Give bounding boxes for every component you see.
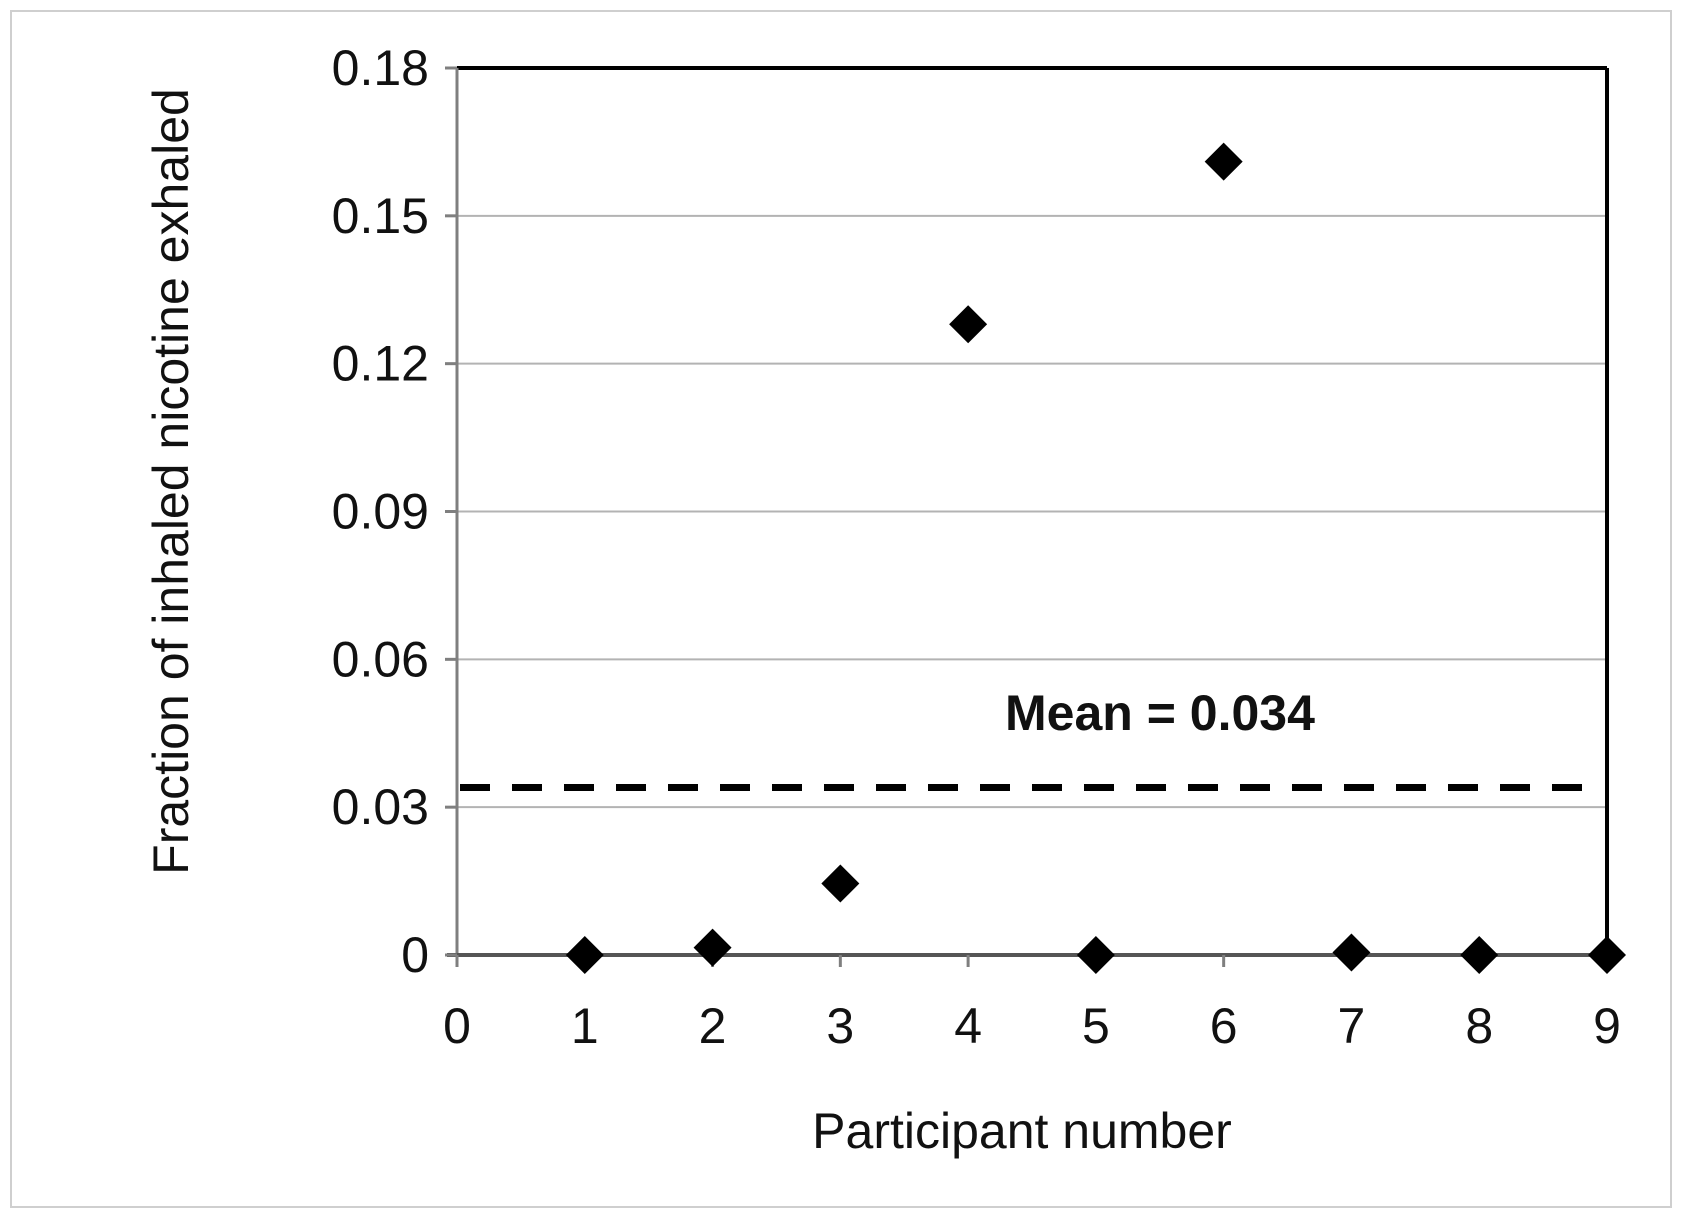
x-tick-label: 8 <box>1465 998 1493 1054</box>
x-tick-label: 6 <box>1210 998 1238 1054</box>
chart-frame <box>10 10 1672 1208</box>
y-axis-ticks: 0 0.03 0.06 0.09 0.12 0.15 0.18 <box>332 40 457 983</box>
y-tick-label: 0.12 <box>332 336 429 392</box>
mean-annotation: Mean = 0.034 <box>1005 685 1315 741</box>
gridlines <box>457 67 1607 956</box>
y-tick-label: 0.09 <box>332 484 429 540</box>
x-tick-label: 2 <box>699 998 727 1054</box>
x-tick-label: 5 <box>1082 998 1110 1054</box>
x-axis-ticks: 0 1 2 3 4 5 6 7 8 9 <box>443 955 1621 1054</box>
x-tick-label: 3 <box>826 998 854 1054</box>
y-tick-label: 0.18 <box>332 40 429 96</box>
data-point-3 <box>821 864 860 903</box>
y-tick-label: 0.03 <box>332 779 429 835</box>
x-tick-label: 4 <box>954 998 982 1054</box>
data-point-7 <box>1332 933 1371 972</box>
x-tick-label: 0 <box>443 998 471 1054</box>
data-point-5 <box>1076 936 1115 974</box>
data-point-6 <box>1204 142 1243 181</box>
data-points <box>565 142 1626 974</box>
y-tick-label: 0.15 <box>332 188 429 244</box>
x-axis-title: Participant number <box>812 1103 1232 1159</box>
y-axis-title: Fraction of inhaled nicotine exhaled <box>143 88 199 875</box>
data-point-1 <box>565 936 604 974</box>
data-point-8 <box>1460 936 1499 974</box>
data-point-9 <box>1588 936 1626 974</box>
y-tick-label: 0.06 <box>332 631 429 687</box>
x-tick-label: 7 <box>1338 998 1366 1054</box>
y-tick-label: 0 <box>401 927 429 983</box>
data-point-2 <box>693 928 732 967</box>
x-tick-label: 1 <box>571 998 599 1054</box>
x-tick-label: 9 <box>1593 998 1621 1054</box>
data-point-4 <box>949 305 988 344</box>
